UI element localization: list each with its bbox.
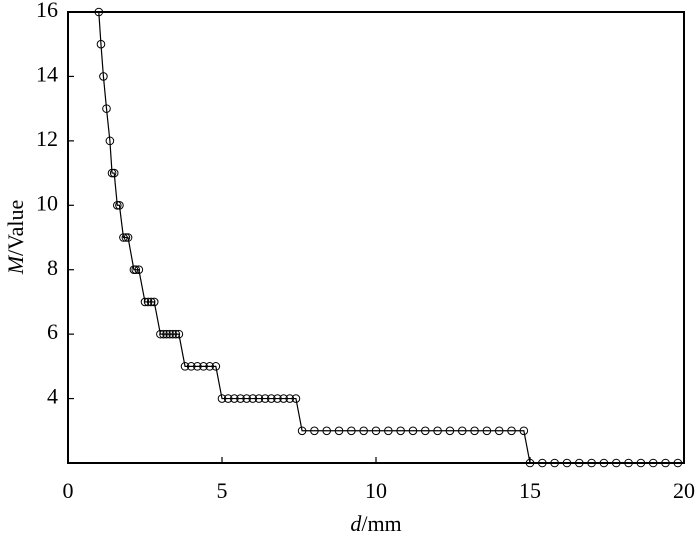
- data-point: [205, 362, 214, 371]
- y-tick-label: 10: [36, 190, 58, 215]
- x-tick-label: 15: [519, 478, 541, 503]
- data-point: [180, 362, 190, 371]
- y-tick-label: 12: [36, 126, 58, 151]
- data-point: [457, 426, 467, 436]
- x-tick-label: 10: [365, 478, 387, 503]
- data-point: [636, 458, 646, 468]
- data-point: [266, 394, 276, 403]
- data-point: [291, 394, 301, 403]
- data-point: [371, 426, 381, 436]
- plot-frame: [67, 11, 685, 464]
- data-point: [168, 329, 178, 339]
- data-point: [102, 104, 111, 113]
- data-point: [273, 394, 282, 403]
- x-tick-label: 20: [673, 478, 695, 503]
- data-point: [131, 265, 141, 275]
- data-point: [156, 329, 165, 339]
- data-point: [624, 458, 633, 468]
- data-point: [470, 426, 479, 436]
- data-point: [140, 297, 150, 307]
- data-point: [94, 7, 104, 17]
- x-tick-label: 5: [217, 478, 228, 503]
- data-point: [115, 200, 124, 210]
- y-tick-label: 16: [36, 0, 58, 22]
- data-point: [143, 297, 153, 307]
- data-point: [420, 426, 430, 436]
- data-point: [186, 362, 196, 371]
- x-tick-label: 0: [63, 478, 74, 503]
- data-point: [260, 394, 270, 403]
- data-point: [134, 265, 144, 275]
- data-point: [121, 233, 131, 242]
- data-point: [123, 233, 133, 242]
- data-point: [525, 458, 535, 468]
- data-point: [193, 362, 202, 371]
- data-point: [217, 394, 227, 403]
- data-point: [433, 426, 442, 436]
- data-point: [242, 394, 251, 403]
- data-point: [146, 297, 156, 307]
- data-point: [445, 426, 455, 436]
- data-point: [149, 297, 159, 307]
- data-point: [562, 458, 572, 468]
- data-point: [538, 458, 547, 468]
- data-point: [162, 329, 171, 339]
- data-point: [310, 426, 319, 436]
- data-point: [494, 426, 504, 436]
- data-point: [159, 329, 168, 339]
- data-point: [507, 426, 516, 436]
- data-point: [107, 168, 117, 178]
- data-point: [174, 329, 184, 339]
- data-point: [396, 426, 405, 436]
- data-point: [359, 426, 368, 436]
- data-point: [648, 458, 658, 468]
- data-point: [230, 394, 239, 403]
- data-point: [408, 426, 418, 436]
- y-label-unit: /Value: [3, 200, 28, 256]
- data-point: [347, 426, 356, 436]
- data-point: [165, 329, 174, 339]
- data-point: [99, 72, 108, 81]
- data-point: [482, 426, 492, 436]
- data-point: [223, 394, 233, 403]
- data-point: [211, 362, 221, 371]
- data-point: [661, 458, 670, 468]
- y-tick-label: 4: [47, 384, 58, 409]
- data-point: [322, 426, 332, 436]
- data-point: [199, 362, 208, 371]
- data-line: [98, 11, 678, 464]
- data-point: [550, 458, 559, 468]
- data-point: [673, 458, 683, 468]
- data-point: [112, 200, 122, 210]
- y-axis-label: M/Value: [3, 200, 28, 276]
- data-point: [96, 39, 106, 49]
- x-axis-label: d/mm: [350, 511, 401, 536]
- x-label-var: d: [350, 511, 362, 536]
- data-point: [109, 168, 119, 178]
- data-point: [236, 394, 245, 403]
- data-point: [334, 426, 344, 436]
- data-point: [279, 394, 288, 403]
- y-label-var: M: [3, 254, 28, 275]
- data-point: [119, 233, 128, 242]
- data-point: [171, 329, 181, 339]
- data-point: [574, 458, 584, 468]
- data-point: [105, 136, 115, 146]
- data-point: [611, 458, 621, 468]
- y-tick-label: 6: [47, 319, 58, 344]
- data-point: [254, 394, 264, 403]
- data-point: [599, 458, 609, 468]
- data-point: [297, 426, 307, 436]
- data-point: [248, 394, 258, 403]
- y-tick-label: 14: [36, 61, 58, 86]
- y-tick-label: 8: [47, 255, 58, 280]
- data-point: [285, 394, 295, 403]
- data-point: [587, 458, 596, 468]
- data-point: [384, 426, 393, 436]
- data-point: [519, 426, 529, 436]
- x-label-unit: /mm: [361, 511, 401, 536]
